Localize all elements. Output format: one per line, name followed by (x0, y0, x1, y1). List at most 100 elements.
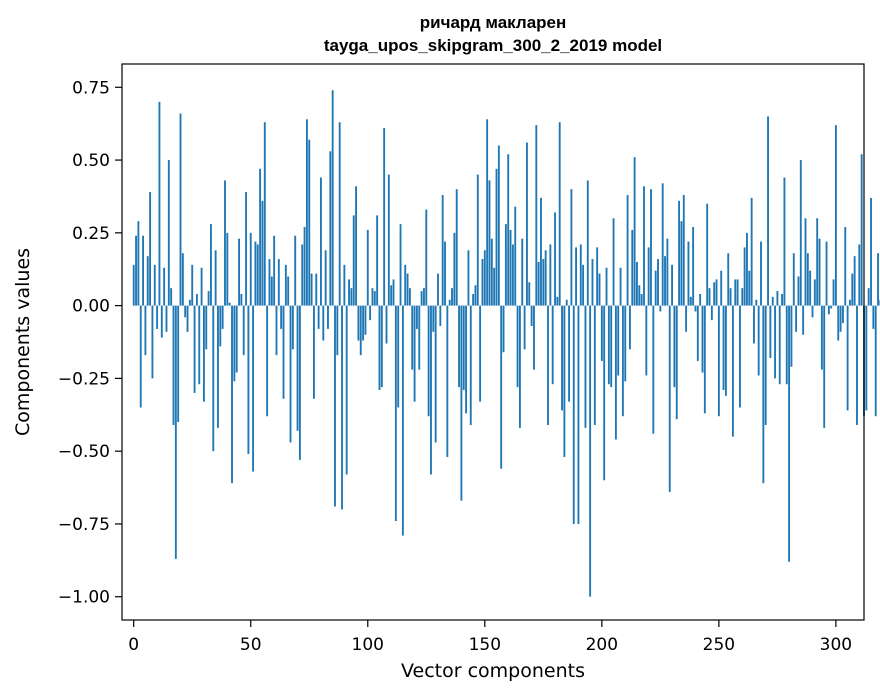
bar (743, 247, 746, 306)
bar (462, 305, 465, 391)
bar (776, 291, 779, 306)
bar (731, 305, 734, 437)
bar (589, 305, 592, 597)
bar (849, 299, 851, 306)
bar (762, 305, 765, 484)
bar (792, 253, 795, 306)
bar (472, 293, 475, 306)
bar (544, 250, 547, 306)
bar (151, 305, 154, 379)
bar (591, 259, 594, 306)
bar (511, 244, 514, 306)
bar (284, 264, 287, 306)
bar (802, 305, 805, 335)
bar (490, 238, 493, 306)
bar (689, 296, 692, 306)
bar (504, 224, 507, 306)
bar (696, 305, 699, 361)
bar (818, 238, 821, 306)
bar (664, 256, 666, 306)
bar (430, 305, 432, 475)
bar (308, 139, 311, 306)
bar (687, 241, 690, 306)
bar (706, 203, 709, 306)
bar (727, 253, 730, 306)
bar (348, 279, 350, 306)
bar (701, 305, 704, 373)
bar (444, 241, 446, 306)
bar (575, 247, 578, 306)
bar (568, 305, 571, 402)
bar (853, 256, 856, 306)
bar (273, 235, 276, 306)
bar (668, 305, 671, 492)
bar (598, 273, 601, 306)
bar (753, 305, 755, 344)
bar (383, 128, 386, 306)
bar (212, 305, 215, 452)
bar (495, 168, 498, 306)
y-tick-label: 0.25 (72, 224, 110, 244)
bar (235, 305, 238, 373)
bar (877, 253, 879, 306)
bar (373, 291, 376, 306)
bar (692, 227, 695, 306)
bar (256, 244, 259, 306)
bar (764, 305, 767, 425)
bar (240, 293, 243, 306)
bar (287, 276, 290, 306)
bar (561, 305, 563, 411)
bar (757, 305, 760, 376)
bar (593, 305, 596, 425)
bar (343, 264, 346, 306)
bar (167, 160, 170, 306)
bar (481, 259, 484, 306)
plot-frame (121, 63, 865, 621)
bar (345, 305, 348, 475)
bar (523, 305, 526, 350)
bar (418, 305, 421, 370)
bar (785, 305, 788, 385)
bar (198, 305, 201, 385)
bar (837, 305, 840, 341)
bar (832, 279, 835, 306)
bar (657, 259, 659, 306)
bar (528, 282, 531, 306)
bar (303, 227, 306, 306)
bar (860, 154, 863, 306)
bar (231, 305, 233, 484)
bar (493, 267, 496, 306)
bar (139, 305, 142, 408)
bar (827, 305, 830, 315)
bar (247, 305, 250, 455)
x-tick-label: 150 (469, 635, 501, 655)
bar (661, 183, 664, 306)
bar (448, 299, 451, 306)
bar (465, 305, 468, 414)
bar (650, 189, 652, 306)
bar (458, 305, 460, 388)
bar (280, 305, 283, 329)
bar (659, 305, 662, 312)
bar (158, 101, 161, 306)
bar (640, 293, 643, 306)
bar (816, 218, 819, 306)
bar (846, 305, 849, 411)
bar (476, 174, 479, 306)
bar (219, 305, 222, 347)
bar (734, 279, 737, 306)
bar (547, 305, 549, 425)
bar (874, 305, 877, 417)
bar (617, 305, 620, 376)
bar (554, 212, 556, 306)
bar (399, 224, 402, 306)
bar (715, 279, 718, 306)
bar (631, 229, 634, 306)
bar (839, 305, 842, 332)
bar (636, 261, 638, 306)
bar (500, 305, 503, 469)
bar (678, 200, 681, 306)
bar (795, 305, 798, 332)
